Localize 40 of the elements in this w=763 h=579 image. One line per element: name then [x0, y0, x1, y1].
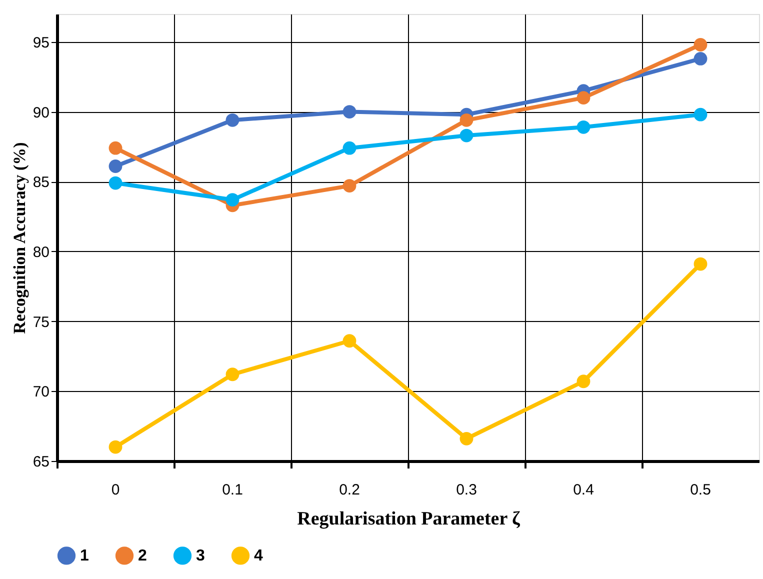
y-tick-label: 85: [32, 174, 50, 192]
point: [460, 128, 474, 142]
y-tick-label: 65: [32, 454, 50, 470]
y-tick-label: 75: [32, 314, 50, 331]
point: [460, 432, 474, 446]
y-tick-label: 90: [32, 104, 50, 122]
point: [342, 334, 356, 348]
legend-label: 2: [138, 548, 147, 565]
point: [342, 179, 356, 193]
y-tick-label: 95: [32, 34, 50, 52]
legend-label: 3: [196, 548, 205, 565]
x-tick-label: 0.5: [690, 482, 711, 498]
point: [694, 108, 708, 122]
x-tick-label: 0: [111, 482, 120, 498]
x-axis-title: Regularisation Parameter ζ: [297, 508, 522, 530]
point: [226, 193, 240, 206]
point: [694, 52, 708, 66]
point: [694, 38, 708, 52]
x-tick-label: 0.1: [222, 482, 243, 498]
point: [108, 160, 122, 173]
x-tick-label: 0.2: [339, 482, 360, 498]
point: [342, 105, 356, 118]
point: [226, 368, 240, 382]
point: [694, 257, 708, 271]
legend-label: 4: [254, 548, 263, 565]
x-tick-label: 0.3: [456, 482, 477, 498]
x-tick-label: 0.4: [573, 482, 594, 498]
point: [576, 374, 590, 388]
y-tick-label: 70: [32, 384, 50, 401]
point: [342, 141, 356, 155]
y-axis-title: Recognition Accuracy (%): [10, 142, 29, 334]
point: [226, 113, 240, 127]
point: [108, 141, 122, 155]
point: [576, 91, 590, 105]
point: [108, 176, 122, 190]
y-tick-label: 80: [32, 244, 50, 261]
point: [576, 120, 590, 134]
legend-label: 1: [80, 548, 89, 565]
point: [460, 113, 474, 127]
point: [108, 440, 122, 454]
